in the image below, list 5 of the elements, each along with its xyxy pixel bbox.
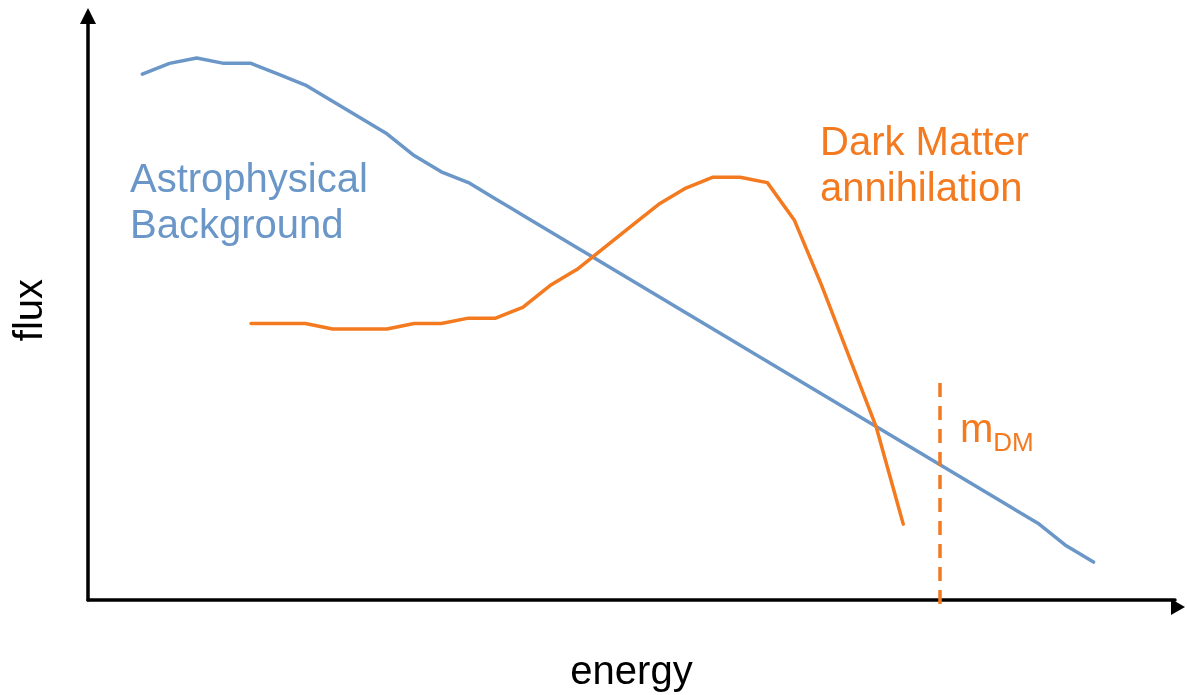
y-axis-title: flux [6,278,50,342]
x-axis-title: energy [570,648,693,692]
series-label: Astrophysical Background [130,156,368,246]
series-label: Dark Matter annihilation [820,119,1029,209]
annotation: m$_{DM}$ [960,406,1034,457]
